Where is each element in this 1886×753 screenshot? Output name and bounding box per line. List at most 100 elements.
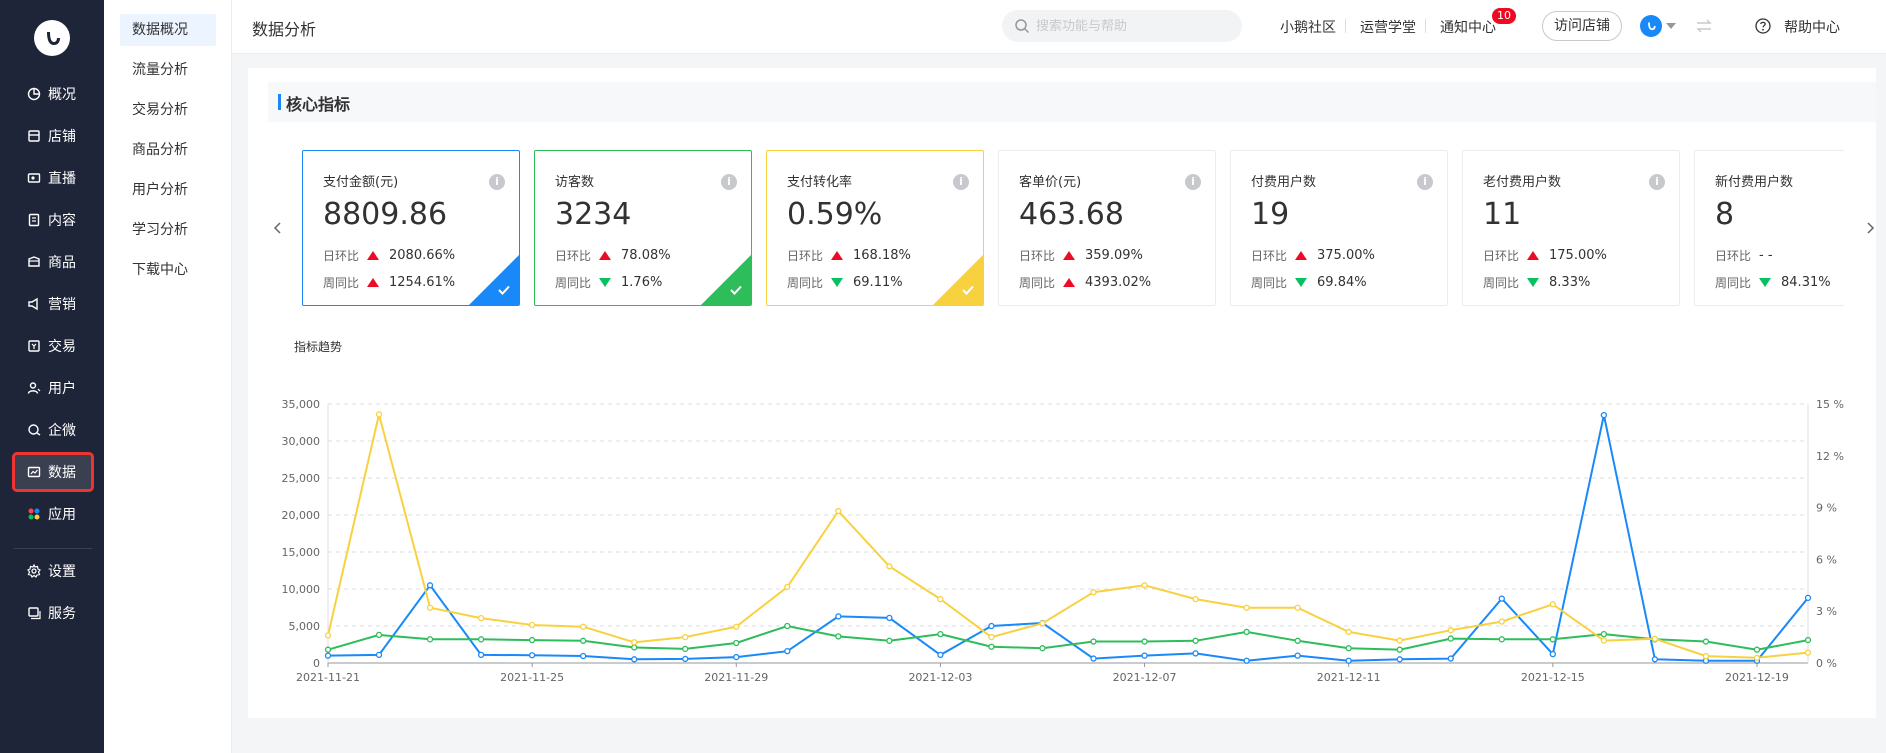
- carousel-next-arrow-icon[interactable]: [1860, 218, 1880, 238]
- help-center-link[interactable]: 帮助中心: [1784, 20, 1840, 36]
- info-icon[interactable]: i: [721, 174, 737, 190]
- sidebar-item-megaphone[interactable]: 营销: [12, 284, 94, 324]
- sidebar-item-goods[interactable]: 商品: [12, 242, 94, 282]
- sidebar-item-pie-chart[interactable]: 概况: [12, 74, 94, 114]
- data-point: [375, 651, 383, 659]
- search-input[interactable]: [1036, 18, 1226, 34]
- document-icon: [26, 212, 42, 228]
- data-point: [426, 636, 434, 643]
- metric-card[interactable]: 付费用户数 i 19 日环比 375.00% 周同比 69.84%: [1230, 150, 1448, 306]
- metric-label: 付费用户数: [1251, 175, 1317, 190]
- metric-card[interactable]: 客单价(元) i 463.68 日环比 359.09% 周同比 4393.02%: [998, 150, 1216, 306]
- data-point: [733, 639, 740, 647]
- sidebar-item-label: 内容: [48, 213, 76, 229]
- sidebar-item-live[interactable]: 直播: [12, 158, 94, 198]
- trend-up-icon: [599, 251, 612, 260]
- goose-logo-icon: [47, 32, 60, 45]
- carousel-prev-arrow-icon[interactable]: [268, 218, 288, 238]
- week-over-week-row: 周同比 1.76%: [555, 274, 662, 291]
- info-icon[interactable]: i: [1417, 174, 1433, 190]
- y-right-tick-label: 0 %: [1816, 657, 1837, 670]
- day-over-day-row: 日环比 - -: [1715, 247, 1773, 264]
- y-left-tick-label: 5,000: [289, 620, 321, 633]
- data-point: [1600, 630, 1608, 638]
- metric-value: 11: [1483, 197, 1522, 232]
- data-point: [631, 644, 638, 651]
- y-left-tick-label: 35,000: [282, 398, 321, 411]
- brand-logo[interactable]: [34, 20, 70, 56]
- avatar[interactable]: [1640, 15, 1662, 37]
- sidebar-item-label: 设置: [48, 564, 76, 580]
- data-point: [528, 621, 536, 629]
- notification-center-link[interactable]: 通知中心: [1440, 20, 1496, 36]
- subnav-item[interactable]: 商品分析: [132, 142, 188, 158]
- week-over-week-row: 周同比 69.84%: [1251, 274, 1367, 291]
- info-icon[interactable]: i: [953, 174, 969, 190]
- data-point: [937, 595, 944, 603]
- sidebar-item-shop[interactable]: 店铺: [12, 116, 94, 156]
- data-point: [886, 563, 893, 570]
- trend-up-icon: [1295, 251, 1308, 260]
- day-over-day-value: 175.00%: [1549, 248, 1607, 263]
- data-point: [1345, 657, 1352, 664]
- metric-card[interactable]: 支付金额(元) i 8809.86 日环比 2080.66% 周同比 1254.61%: [302, 150, 520, 306]
- info-icon[interactable]: i: [1649, 174, 1665, 190]
- data-point: [1651, 635, 1659, 642]
- visit-shop-button[interactable]: 访问店铺: [1542, 11, 1622, 41]
- help-icon[interactable]: [1754, 17, 1772, 35]
- data-point: [1396, 646, 1403, 653]
- sidebar-item-label: 应用: [48, 507, 76, 523]
- data-point: [835, 633, 842, 640]
- subnav-item[interactable]: 交易分析: [132, 102, 188, 118]
- selected-corner: [701, 255, 751, 305]
- data-point: [1090, 638, 1097, 645]
- metric-card[interactable]: 支付转化率 i 0.59% 日环比 168.18% 周同比 69.11%: [766, 150, 984, 306]
- day-over-day-label: 日环比: [323, 249, 360, 263]
- sidebar-item-document[interactable]: 内容: [12, 200, 94, 240]
- community-link[interactable]: 小鹅社区: [1280, 20, 1336, 36]
- info-icon[interactable]: i: [1185, 174, 1201, 190]
- subnav-item[interactable]: 数据概况: [120, 14, 216, 46]
- x-tick-label: 2021-12-15: [1521, 671, 1585, 684]
- switch-arrows-icon[interactable]: [1694, 16, 1714, 36]
- subnav-item[interactable]: 下载中心: [132, 262, 188, 278]
- subnav-item[interactable]: 用户分析: [132, 182, 188, 198]
- x-tick-label: 2021-11-29: [704, 671, 768, 684]
- subnav-item[interactable]: 学习分析: [132, 222, 188, 238]
- selected-corner: [469, 255, 519, 305]
- check-icon: [498, 285, 510, 295]
- data-point: [1753, 646, 1761, 653]
- info-icon[interactable]: i: [489, 174, 505, 190]
- metric-card[interactable]: 访客数 i 3234 日环比 78.08% 周同比 1.76%: [534, 150, 752, 306]
- chevron-down-icon[interactable]: [1666, 23, 1676, 29]
- wecom-icon: [26, 422, 42, 438]
- data-point: [1141, 582, 1148, 589]
- x-tick-label: 2021-12-07: [1113, 671, 1177, 684]
- sidebar-item-wecom[interactable]: 企微: [12, 410, 94, 450]
- sidebar-item-user[interactable]: 用户: [12, 368, 94, 408]
- sidebar-item-gear[interactable]: 设置: [12, 551, 94, 591]
- x-tick-label: 2021-11-25: [500, 671, 564, 684]
- sidebar-item-apps[interactable]: 应用: [12, 494, 94, 534]
- series-line: [327, 414, 1809, 662]
- week-over-week-label: 周同比: [1715, 276, 1752, 290]
- search-box[interactable]: [1002, 10, 1242, 42]
- series-line: [327, 414, 1809, 659]
- sidebar-item-data[interactable]: 数据: [12, 452, 94, 492]
- data-point: [1192, 637, 1199, 644]
- subnav-item[interactable]: 流量分析: [132, 62, 188, 78]
- data-point: [477, 636, 485, 643]
- data-point: [886, 637, 893, 644]
- metric-card[interactable]: 老付费用户数 i 11 日环比 175.00% 周同比 8.33%: [1462, 150, 1680, 306]
- week-over-week-value: 1254.61%: [389, 275, 456, 290]
- day-over-day-value: 168.18%: [853, 248, 911, 263]
- academy-link[interactable]: 运营学堂: [1360, 20, 1416, 36]
- sidebar-item-trade[interactable]: 交易: [12, 326, 94, 366]
- header-divider: [1425, 19, 1426, 33]
- day-over-day-row: 日环比 375.00%: [1251, 247, 1375, 264]
- sidebar-item-service[interactable]: 服务: [12, 593, 94, 633]
- sidebar-item-label: 商品: [48, 255, 76, 271]
- day-over-day-label: 日环比: [1715, 249, 1752, 263]
- section-title: 核心指标: [286, 95, 351, 114]
